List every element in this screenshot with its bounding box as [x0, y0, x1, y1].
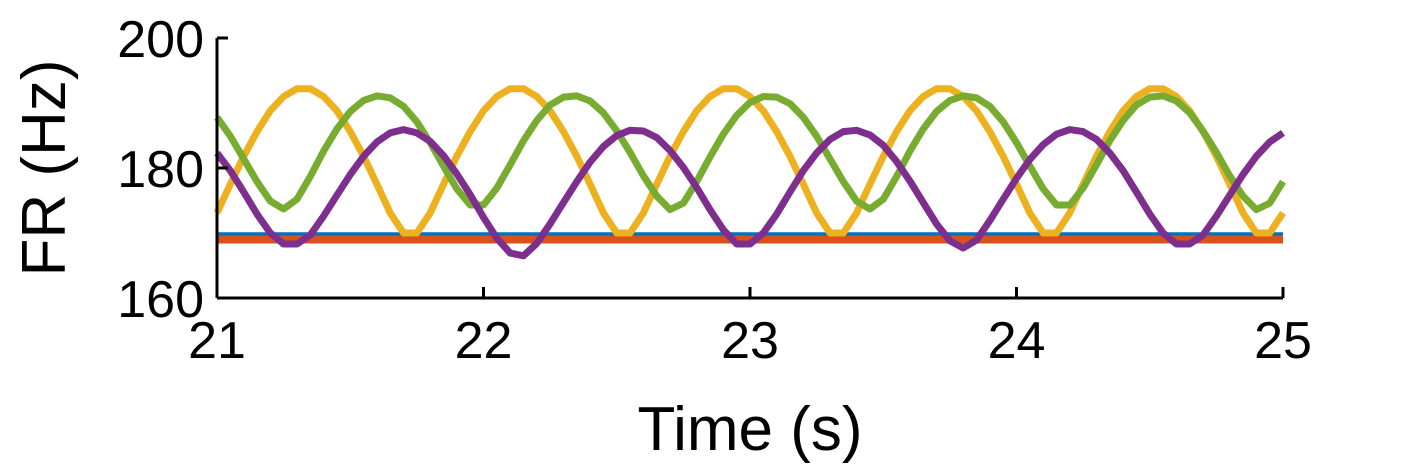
x-tick-label: 22: [455, 312, 513, 370]
series-line-yellow: [213, 85, 1286, 237]
y-axis-label: FR (Hz): [10, 60, 79, 277]
axes-layer: 21 22 23 24 25 160 180 200: [117, 11, 1312, 370]
y-tick-label: 200: [117, 11, 204, 69]
x-tick-label: 21: [188, 312, 246, 370]
x-tick-label: 23: [721, 312, 779, 370]
x-tick-label: 25: [1254, 312, 1312, 370]
series-line-purple: [214, 126, 1285, 260]
y-tick-label: 180: [117, 141, 204, 199]
y-tick-label: 160: [117, 271, 204, 329]
series-layer: [213, 85, 1286, 260]
x-tick-label: 24: [988, 312, 1046, 370]
x-axis-label: Time (s): [638, 395, 863, 464]
